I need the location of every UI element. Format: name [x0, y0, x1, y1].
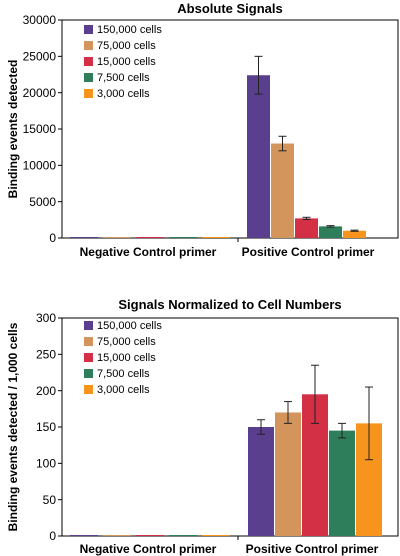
y-tick-label: 5000: [29, 195, 56, 209]
legend-entry: 75,000 cells: [97, 40, 156, 52]
x-category-label: Negative Control primer: [80, 542, 217, 556]
legend-swatch: [84, 353, 93, 362]
y-tick-label: 20000: [23, 86, 57, 100]
y-tick-label: 0: [49, 529, 56, 543]
y-tick-label: 200: [36, 384, 56, 398]
x-category-label: Positive Control primer: [242, 245, 375, 259]
bar-15000-positive: [295, 218, 318, 238]
bar-75000-positive: [271, 143, 294, 238]
chart-1: Absolute Signals Binding events detected 0…: [6, 1, 399, 259]
legend-entry: 15,000 cells: [97, 352, 156, 364]
legend-entry: 7,500 cells: [97, 72, 150, 84]
bar-75000-positive: [275, 412, 301, 536]
y-tick-label: 250: [36, 348, 56, 362]
legend-swatch: [84, 321, 93, 330]
legend-swatch: [84, 73, 93, 82]
legend-swatch: [84, 369, 93, 378]
bar-15000-negative: [136, 237, 164, 238]
chart-2: Signals Normalized to Cell Numbers Bindin…: [6, 297, 399, 556]
bar-75000-negative: [103, 237, 131, 238]
bar-7500-positive: [329, 430, 355, 536]
bar-150000-positive: [247, 75, 270, 238]
bar-150000-positive: [248, 427, 274, 536]
legend-entry: 75,000 cells: [97, 336, 156, 348]
legend-entry: 15,000 cells: [97, 56, 156, 68]
y-tick-label: 25000: [23, 50, 57, 64]
y-tick-label: 30000: [23, 13, 57, 27]
bar-75000-negative: [103, 535, 131, 536]
bar-3000-negative: [202, 535, 230, 536]
y-axis-title: Binding events detected / 1,000 cells: [6, 322, 20, 531]
chart-title: Absolute Signals: [177, 1, 282, 16]
x-category-label: Positive Control primer: [246, 542, 379, 556]
y-tick-label: 0: [49, 231, 56, 245]
bar-3000-negative: [202, 237, 230, 238]
bar-150000-negative: [70, 535, 98, 536]
legend-swatch: [84, 41, 93, 50]
y-tick-label: 300: [36, 311, 56, 325]
legend-entry: 7,500 cells: [97, 368, 150, 380]
y-tick-label: 100: [36, 457, 56, 471]
y-tick-label: 50: [43, 493, 57, 507]
legend-swatch: [84, 25, 93, 34]
y-tick-label: 10000: [23, 159, 57, 173]
legend-swatch: [84, 385, 93, 394]
bar-7500-positive: [319, 226, 342, 238]
legend-swatch: [84, 89, 93, 98]
legend-swatch: [84, 337, 93, 346]
plot-frame: [61, 19, 399, 239]
legend-entry: 3,000 cells: [97, 88, 150, 100]
legend-entry: 3,000 cells: [97, 384, 150, 396]
bar-150000-negative: [70, 237, 98, 238]
chart-title: Signals Normalized to Cell Numbers: [118, 297, 341, 312]
y-tick-label: 15000: [23, 122, 57, 136]
bar-3000-positive: [343, 230, 366, 238]
legend-entry: 150,000 cells: [97, 24, 162, 36]
y-tick-label: 150: [36, 420, 56, 434]
x-category-label: Negative Control primer: [80, 245, 217, 259]
bar-7500-negative: [169, 535, 197, 536]
bar-7500-negative: [169, 237, 197, 238]
legend-swatch: [84, 57, 93, 66]
y-axis-title: Binding events detected: [6, 60, 20, 199]
legend-entry: 150,000 cells: [97, 320, 162, 332]
bar-15000-negative: [136, 535, 164, 536]
